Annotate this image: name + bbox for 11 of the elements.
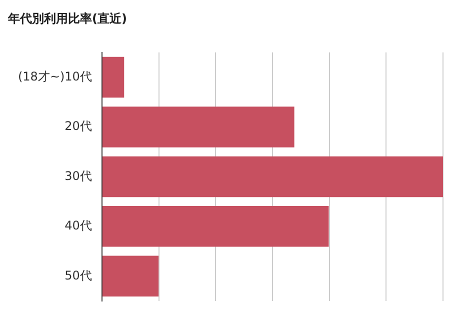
y-tick-label: 20代 <box>64 119 92 134</box>
y-tick-label: (18才~)10代 <box>18 69 92 84</box>
bar <box>102 156 443 198</box>
bar <box>102 106 294 148</box>
y-tick-label: 50代 <box>64 268 92 282</box>
chart-title: 年代別利用比率(直近) <box>7 11 127 26</box>
y-tick-label: 40代 <box>64 218 92 233</box>
bar <box>102 256 159 297</box>
bar <box>102 206 329 247</box>
y-tick-label: 30代 <box>64 168 92 183</box>
bar <box>102 56 124 98</box>
